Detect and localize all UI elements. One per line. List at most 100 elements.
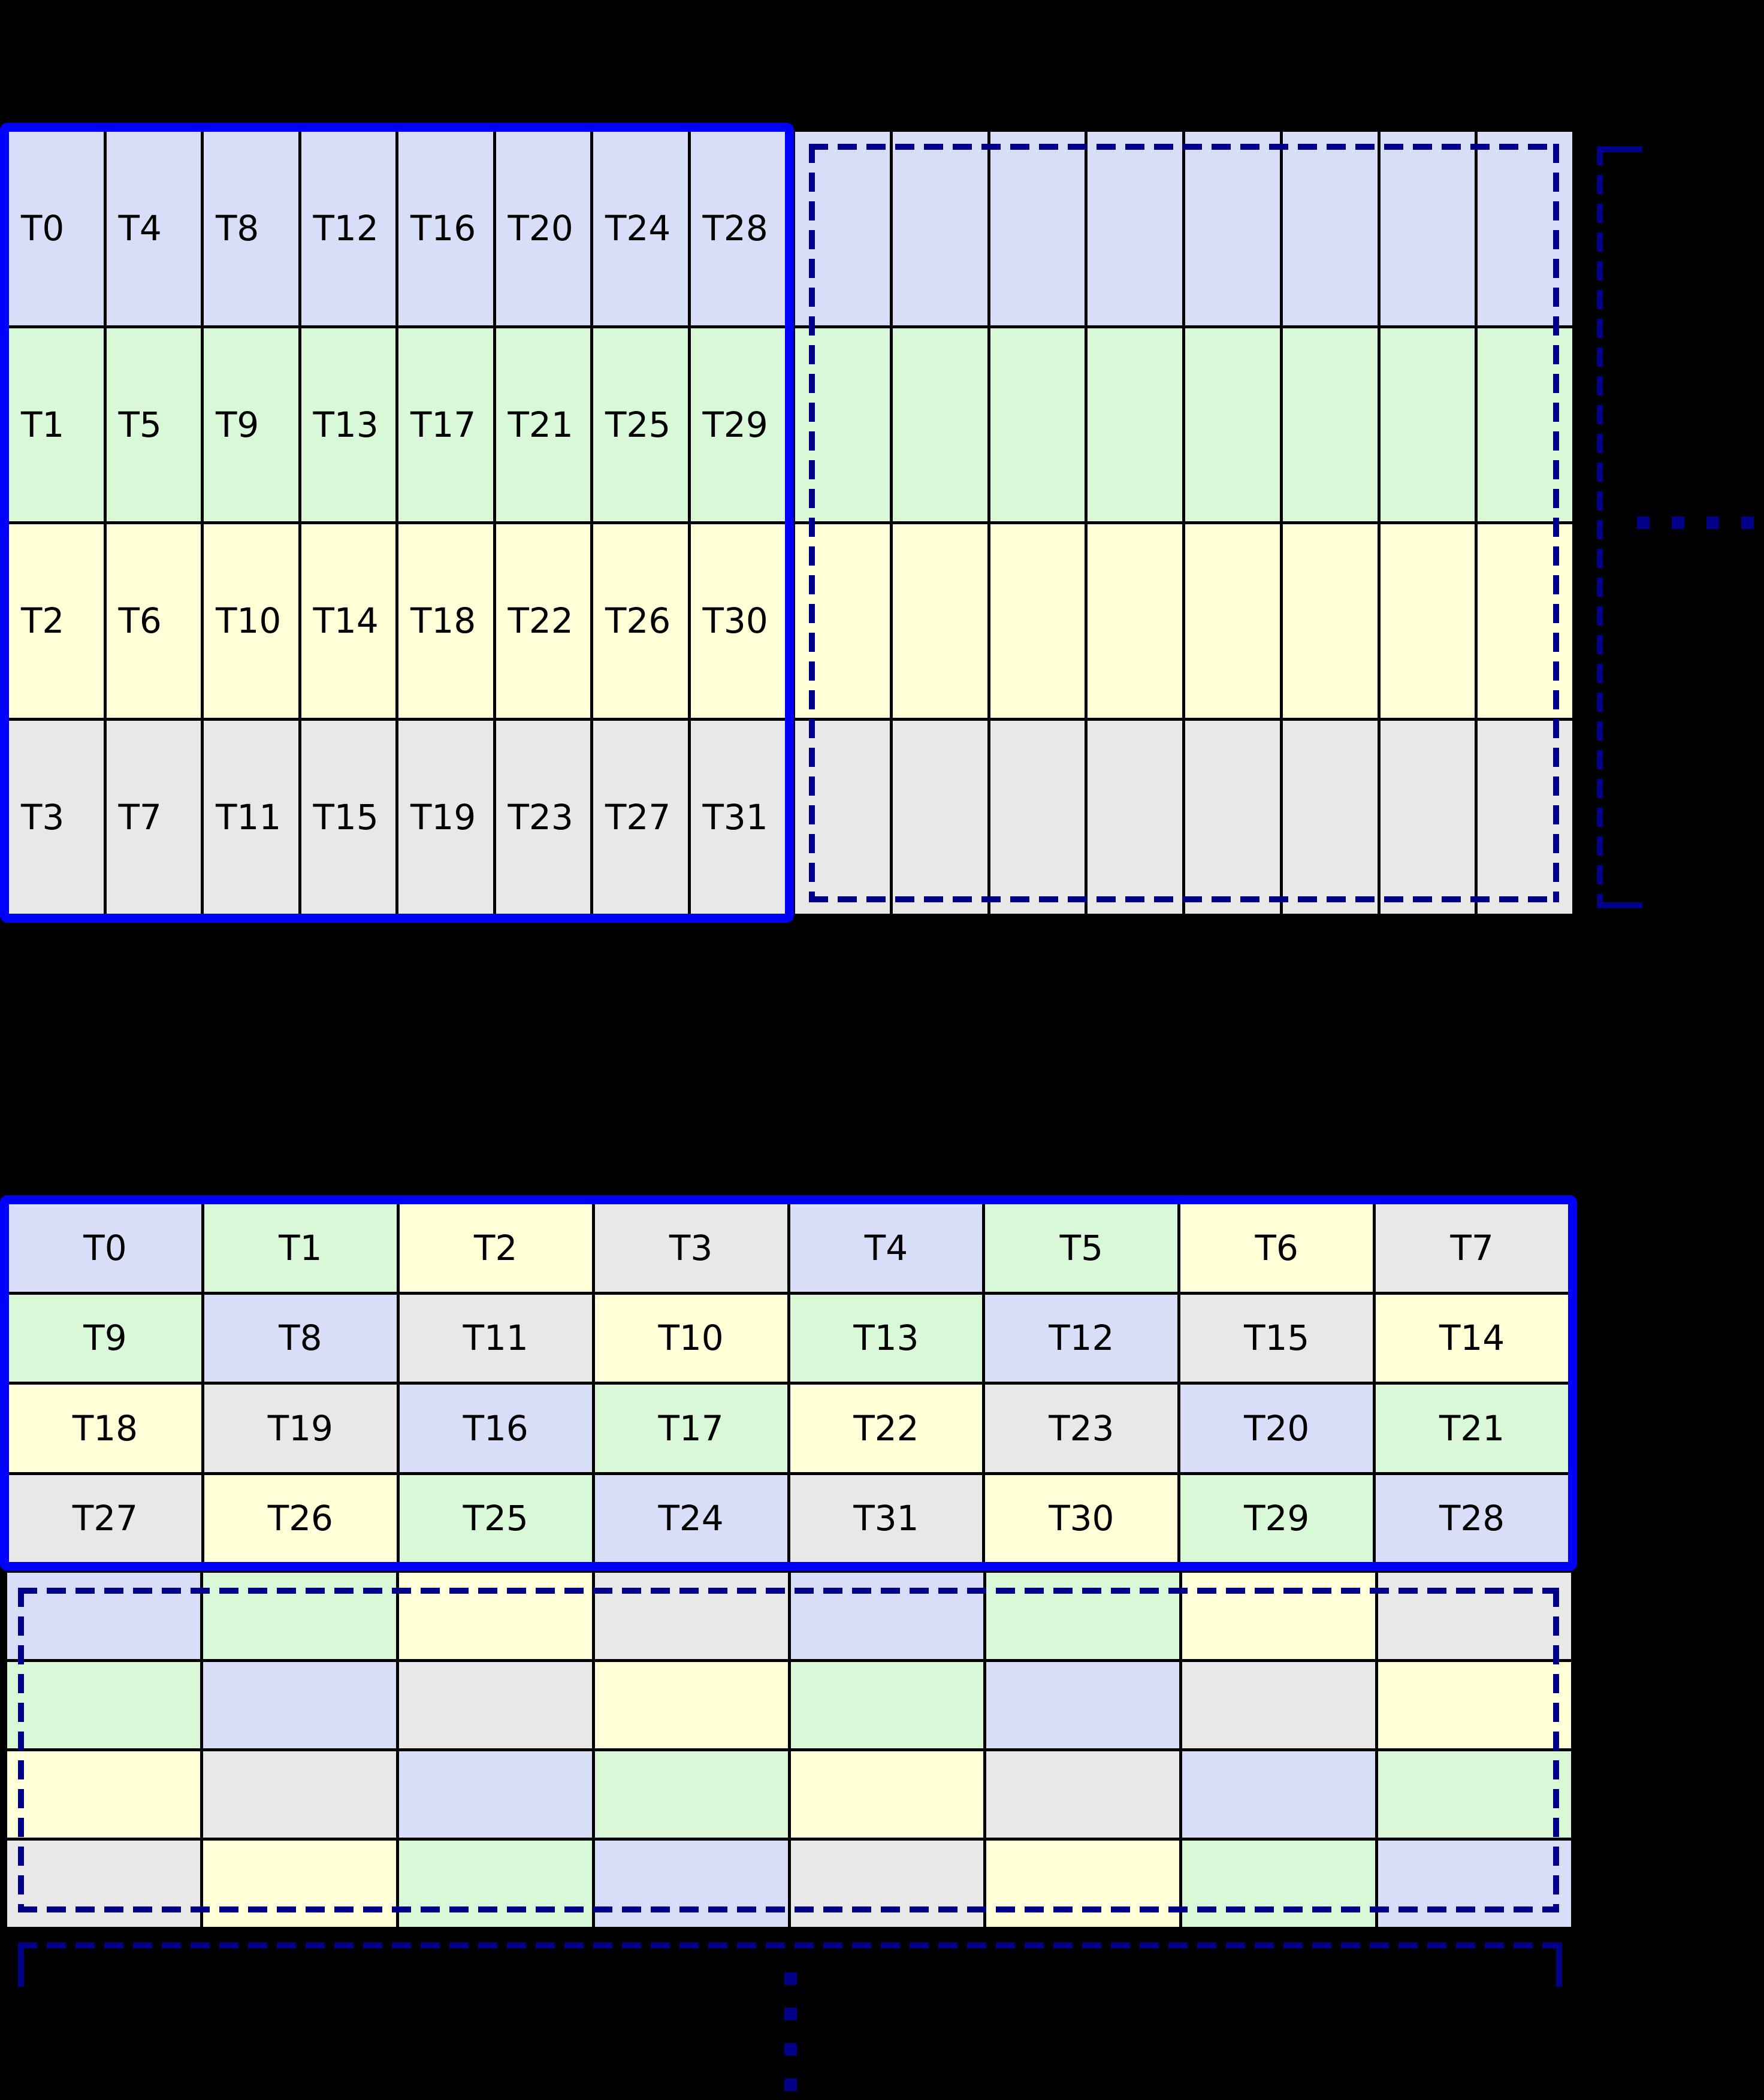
ghost-cell: [1380, 524, 1475, 718]
thread-label: T2: [474, 1227, 518, 1268]
thread-label: T20: [1244, 1407, 1310, 1449]
thread-cell: T8: [204, 132, 298, 325]
ghost-cell: [7, 1662, 200, 1748]
thread-cell: T29: [1180, 1474, 1373, 1562]
ghost-cell: [986, 1841, 1180, 1927]
thread-cell: T23: [985, 1385, 1178, 1472]
thread-cell: T28: [1376, 1474, 1568, 1562]
thread-label: T8: [279, 1318, 322, 1359]
thread-cell: T4: [790, 1204, 983, 1292]
thread-cell: T30: [985, 1474, 1178, 1562]
ghost-cell: [892, 524, 987, 718]
thread-label: T19: [410, 796, 476, 838]
thread-cell: T1: [204, 1204, 397, 1292]
labeled-thread-block-swizzled: T0 T1 T2 T3 T4 T5 T6 T7 T9 T8 T11 T10 T13 T12 T15 T14 T1…: [0, 1195, 1577, 1571]
ghost-cell: [1088, 132, 1182, 325]
ghost-cell: [398, 1573, 592, 1659]
ghost-cell: [795, 720, 890, 914]
ghost-cell: [986, 1662, 1180, 1748]
thread-label: T6: [118, 600, 162, 642]
thread-label: T16: [463, 1407, 528, 1449]
ghost-cell: [990, 524, 1085, 718]
ghost-cell: [1378, 1751, 1571, 1838]
thread-cell: T5: [985, 1204, 1178, 1292]
thread-label: T20: [508, 208, 573, 249]
thread-cell: T26: [593, 524, 688, 718]
thread-cell: T31: [790, 1474, 983, 1562]
thread-label: T24: [605, 208, 671, 249]
thread-cell: T0: [9, 132, 104, 325]
thread-label: T17: [658, 1407, 724, 1449]
thread-cell: T2: [399, 1204, 592, 1292]
thread-cell: T15: [301, 720, 395, 914]
ghost-cell: [594, 1751, 788, 1838]
ghost-cell: [398, 1662, 592, 1748]
horizontal-ellipsis-dots: [1637, 516, 1754, 529]
ghost-cell: [1478, 720, 1572, 914]
ghost-cell: [1380, 132, 1475, 325]
thread-label: T14: [313, 600, 379, 642]
thread-cell: T28: [690, 132, 785, 325]
thread-cell: T13: [790, 1294, 983, 1382]
thread-label: T12: [313, 208, 379, 249]
thread-cell: T15: [1180, 1294, 1373, 1382]
thread-label: T12: [1049, 1318, 1114, 1359]
ghost-cell: [203, 1751, 396, 1838]
thread-cell: T22: [790, 1385, 983, 1472]
thread-label: T4: [864, 1227, 908, 1268]
thread-label: T15: [1244, 1318, 1310, 1359]
thread-cell: T18: [398, 524, 493, 718]
ghost-cell: [990, 328, 1085, 521]
ghost-cell: [1478, 524, 1572, 718]
thread-label: T6: [1255, 1227, 1298, 1268]
thread-label: T17: [410, 404, 476, 445]
thread-label: T29: [702, 404, 768, 445]
thread-cell: T25: [399, 1474, 592, 1562]
thread-cell: T20: [496, 132, 590, 325]
ghost-cell: [1478, 328, 1572, 521]
ghost-cell: [1282, 328, 1378, 521]
ghost-cell: [1282, 720, 1378, 914]
thread-cell: T22: [496, 524, 590, 718]
ghost-cell: [790, 1573, 984, 1659]
thread-label: T19: [267, 1407, 333, 1449]
ghost-cell: [203, 1841, 396, 1927]
ellipsis-dot: [1637, 516, 1650, 529]
ghost-cell: [795, 524, 890, 718]
ghost-cell: [7, 1841, 200, 1927]
labeled-thread-block-column-major: T0 T4 T8 T12 T16 T20 T24 T28 T1 T5 T9 T13 T17 T21 T25 T…: [0, 123, 794, 923]
thread-label: T31: [853, 1498, 919, 1539]
thread-cell: T24: [593, 132, 688, 325]
ghost-next-block: [795, 132, 1572, 914]
thread-cell: T16: [398, 132, 493, 325]
ellipsis-dot: [1706, 516, 1719, 529]
thread-cell: T30: [690, 524, 785, 718]
thread-cell: T26: [204, 1474, 397, 1562]
thread-cell: T13: [301, 328, 395, 521]
thread-label: T8: [216, 208, 259, 249]
ghost-cell: [1088, 328, 1182, 521]
thread-label: T0: [83, 1227, 127, 1268]
ghost-cell: [1380, 328, 1475, 521]
thread-cell: T23: [496, 720, 590, 914]
thread-label: T7: [118, 796, 162, 838]
thread-label: T14: [1439, 1318, 1505, 1359]
ghost-cell: [203, 1573, 396, 1659]
thread-label: T28: [1439, 1498, 1505, 1539]
thread-label: T5: [118, 404, 162, 445]
ghost-cell: [1378, 1841, 1571, 1927]
thread-cell: T21: [496, 328, 590, 521]
thread-label: T11: [216, 796, 282, 838]
thread-cell: T12: [985, 1294, 1178, 1382]
thread-cell: T3: [9, 720, 104, 914]
ghost-cell: [790, 1751, 984, 1838]
ghost-cell: [990, 720, 1085, 914]
bracket-horizontal-dashed-line: [18, 1942, 1562, 1948]
ghost-cell: [892, 132, 987, 325]
ghost-cell: [1378, 1573, 1571, 1659]
thread-label: T18: [72, 1407, 138, 1449]
thread-cell: T9: [204, 328, 298, 521]
thread-label: T30: [702, 600, 768, 642]
ellipsis-dot: [784, 2008, 797, 2020]
thread-cell: T11: [399, 1294, 592, 1382]
